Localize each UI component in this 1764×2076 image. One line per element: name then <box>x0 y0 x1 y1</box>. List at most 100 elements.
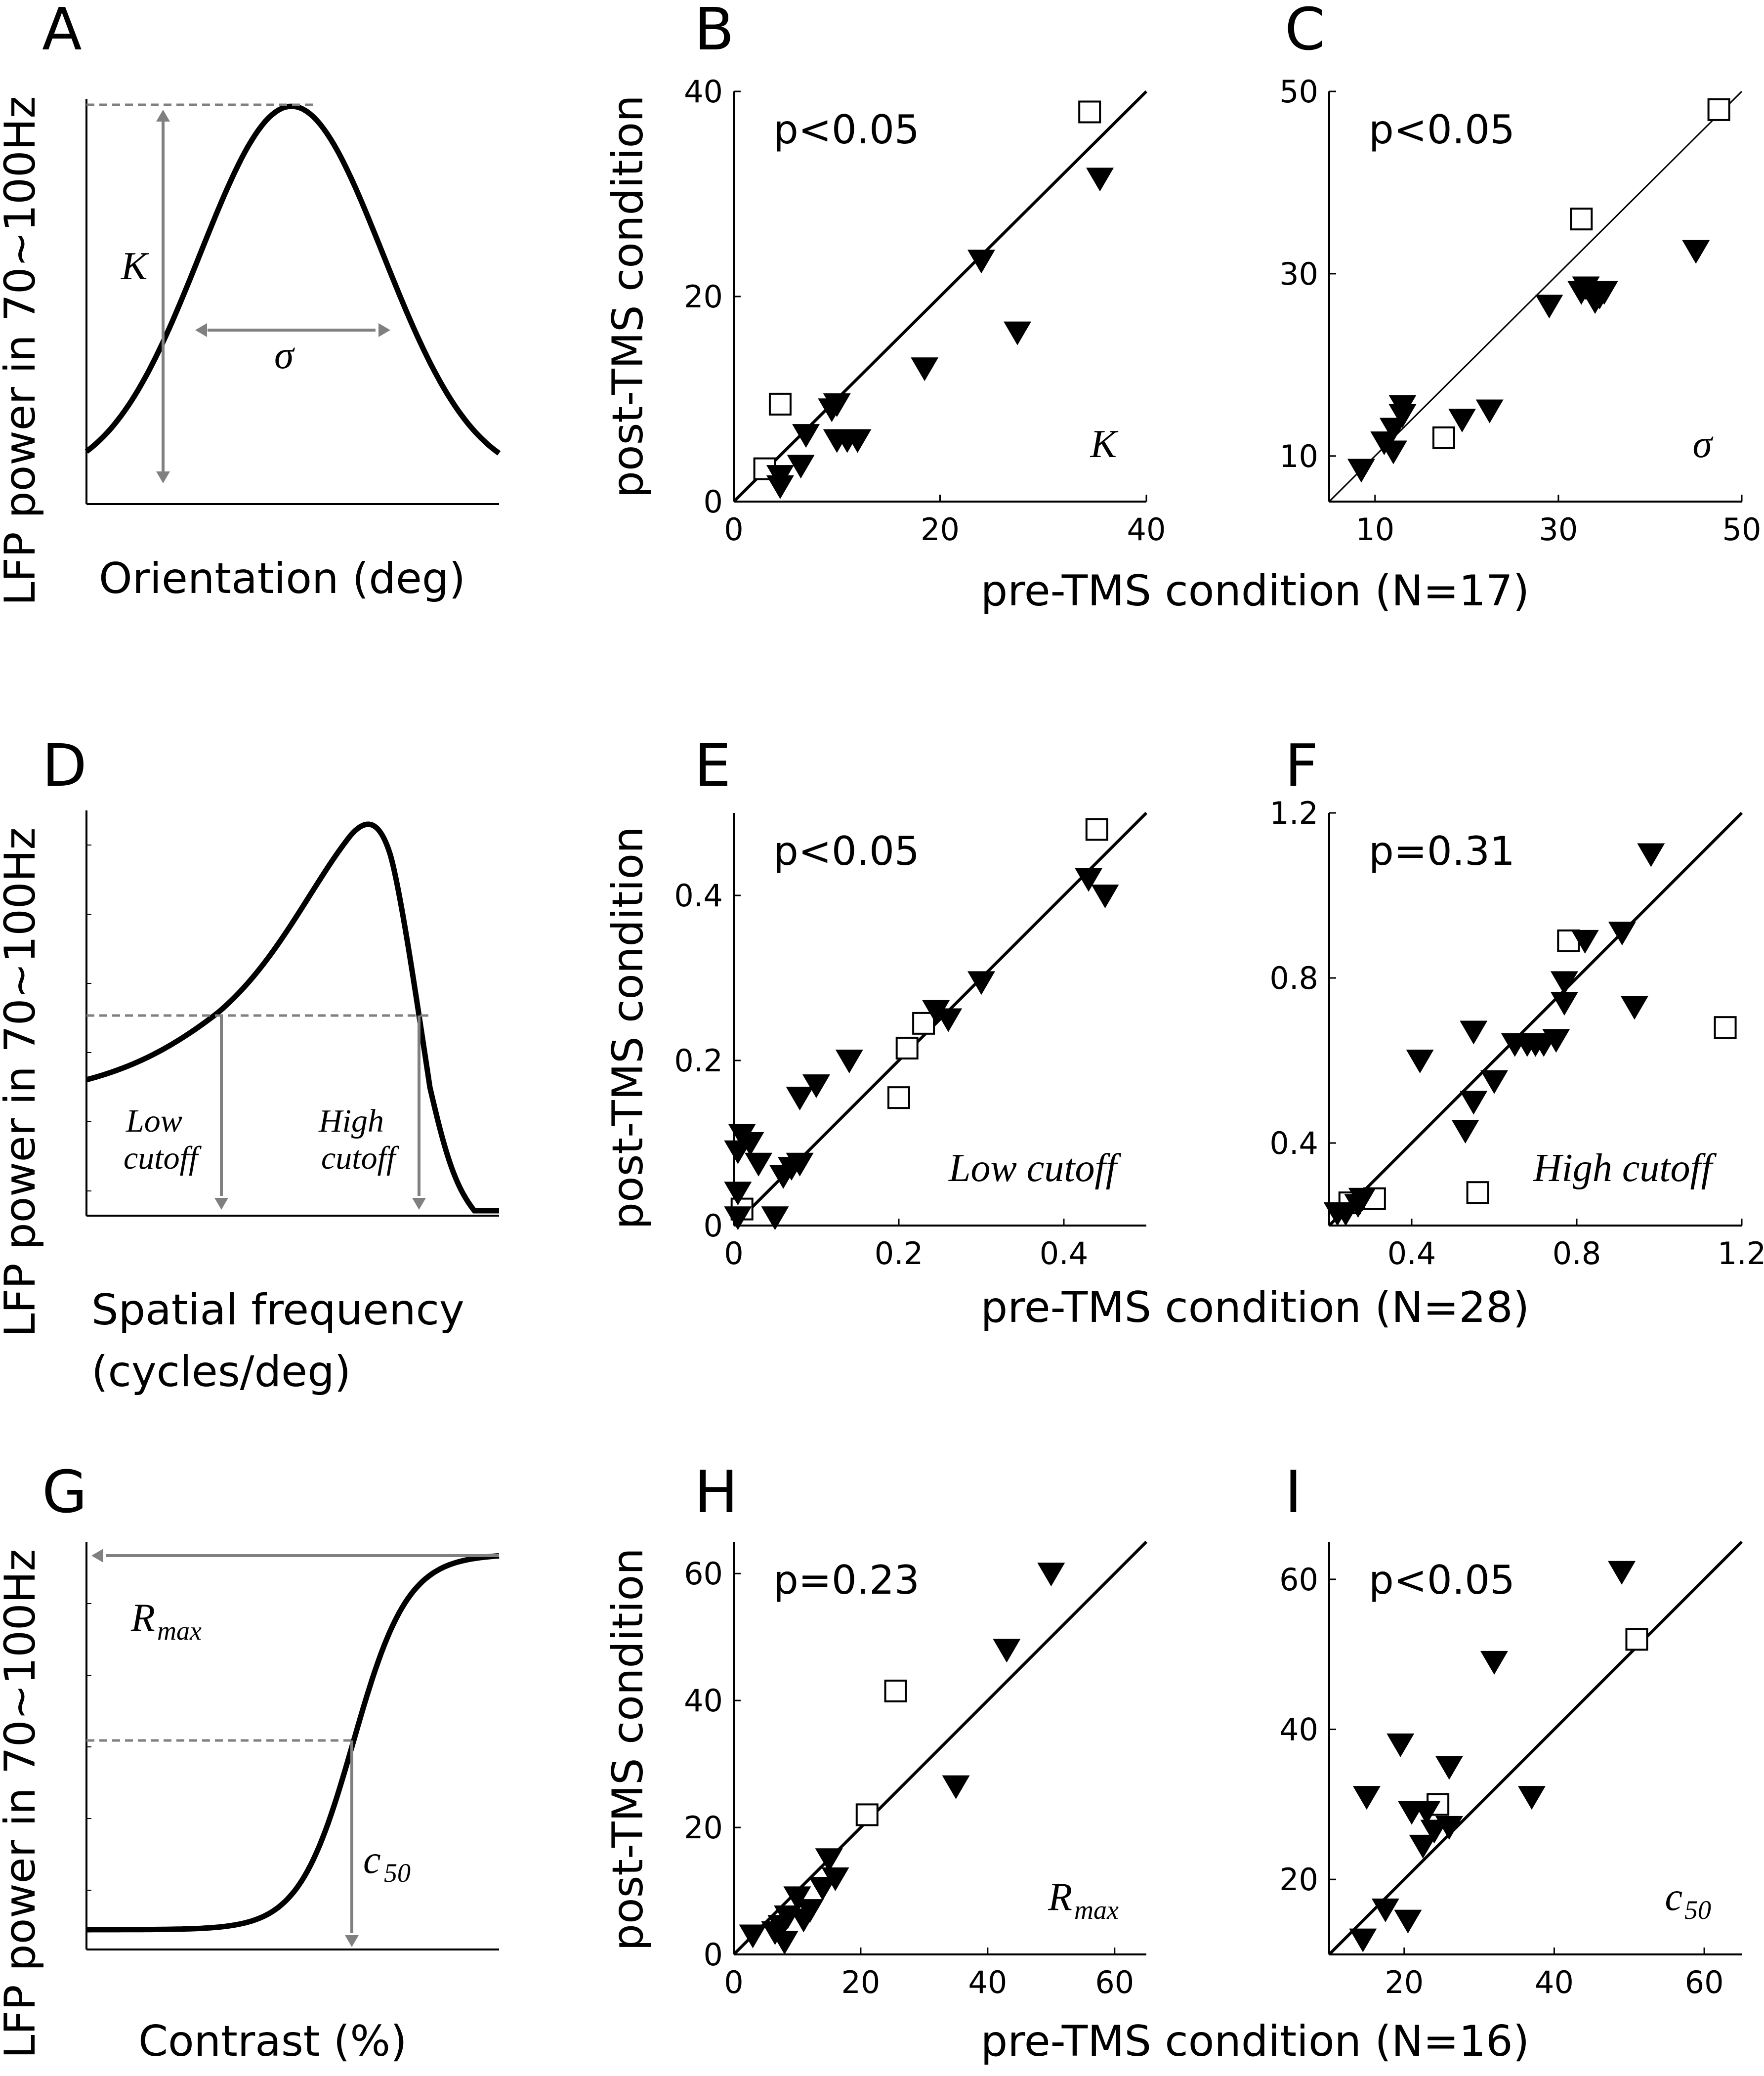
panel-I-xtick-label-1: 40 <box>1535 1964 1574 2000</box>
panel-C-ytick-label-2: 50 <box>1279 74 1318 110</box>
panel-I-triangle-point-11 <box>1371 1898 1399 1922</box>
panel-C-xtick-label-0: 10 <box>1355 511 1394 548</box>
panel-I-param-label-sub: 50 <box>1684 1895 1711 1925</box>
panel-H-ytick-label-1: 20 <box>684 1810 723 1846</box>
panel-I-triangle-point-9 <box>1435 1816 1463 1840</box>
row2-xlabel: pre-TMS condition (N=28) <box>981 1283 1530 1332</box>
panel-F-triangle-point-14 <box>1451 1119 1479 1144</box>
panel-H-ytick-label-0: 0 <box>704 1937 723 1973</box>
panel-label-C: C <box>1285 0 1325 63</box>
panel-label-F: F <box>1285 731 1318 800</box>
panel-E-triangle-point-11 <box>745 1152 773 1177</box>
panel-label-G: G <box>42 1458 87 1526</box>
panel-G-c50-arrow-head <box>345 1935 359 1947</box>
panel-G-c50-label-sub: 50 <box>384 1858 411 1888</box>
panel-C-triangle-point-7 <box>1475 399 1504 424</box>
panel-D-high-label-line1: High <box>318 1103 384 1139</box>
panel-H-ytick-label-2: 40 <box>684 1683 723 1719</box>
panel-B-triangle-point-6 <box>792 424 820 448</box>
panel-F-triangle-point-15 <box>1406 1050 1434 1073</box>
panel-E-triangle-point-4 <box>922 1000 950 1024</box>
left-ylabel-row3: LFP power in 70~100Hz <box>0 1549 45 2059</box>
panel-F-triangle-point-12 <box>1460 1020 1488 1045</box>
panel-A-K-arrow-up <box>156 110 170 122</box>
panel-F-square-point-1 <box>1714 1016 1737 1039</box>
panel-I-triangle-point-5 <box>1517 1786 1546 1810</box>
panel-E-triangle-point-9 <box>736 1132 764 1156</box>
middle-ylabel-row3: post-TMS condition <box>603 1548 653 1950</box>
panel-E-triangle-point-0 <box>1075 868 1103 892</box>
panel-E-triangle-point-15 <box>777 1157 805 1181</box>
panel-A-xlabel: Orientation (deg) <box>99 554 465 603</box>
panel-I-ytick-label-1: 40 <box>1279 1712 1318 1748</box>
panel-F-triangle-point-5 <box>1550 992 1578 1016</box>
panel-E-xtick-label-1: 0.2 <box>875 1235 924 1271</box>
panel-H-triangle-point-13 <box>739 1924 767 1949</box>
panel-I-triangle-point-0 <box>1608 1561 1636 1585</box>
left-ylabel-row2: LFP power in 70~100Hz <box>0 828 45 1337</box>
panel-D-xlabel-line2: (cycles/deg) <box>91 1347 351 1397</box>
panel-F-xtick-label-1: 0.8 <box>1553 1235 1601 1271</box>
panel-E-triangle-point-6 <box>802 1074 830 1099</box>
panel-A-K-label: K <box>121 245 149 288</box>
panel-I-triangle-point-2 <box>1386 1733 1415 1757</box>
panel-G-xlabel: Contrast (%) <box>138 2017 407 2066</box>
middle-ylabel-row1: post-TMS condition <box>603 95 653 498</box>
panel-B-square-point-1 <box>768 392 792 416</box>
panel-E-xtick-label-0: 0 <box>724 1235 743 1271</box>
panel-F-triangle-point-1 <box>1608 922 1636 946</box>
panel-F-triangle-point-13 <box>1460 1091 1488 1115</box>
panel-D-low-label-line2: cutoff <box>124 1140 202 1176</box>
panel-I-xtick-label-0: 20 <box>1385 1964 1424 2000</box>
row3-xlabel: pre-TMS condition (N=16) <box>981 2017 1530 2066</box>
panel-B-param-label: K <box>1090 423 1119 466</box>
panel-G-c50-label-main: c <box>363 1838 381 1882</box>
panel-H-triangle-point-7 <box>790 1908 818 1933</box>
panel-C-xtick-label-2: 50 <box>1722 511 1762 548</box>
panel-F-triangle-point-4 <box>1550 971 1578 995</box>
panel-H-triangle-point-2 <box>942 1775 970 1799</box>
panel-F-triangle-point-17 <box>1344 1194 1372 1218</box>
panel-label-E: E <box>694 731 731 800</box>
panel-E-triangle-point-1 <box>1091 885 1119 908</box>
panel-D-high-cutoff-arrow-head <box>412 1198 426 1210</box>
panel-E-square-point-0 <box>1085 818 1108 841</box>
panel-I-identity-line <box>1328 1540 1743 1956</box>
panel-A-sigma-arrow-left <box>195 323 207 337</box>
panel-F-ytick-label-0: 0.4 <box>1269 1125 1318 1161</box>
panel-I-square-point-0 <box>1625 1628 1648 1651</box>
panel-B-triangle-point-5 <box>818 398 846 423</box>
panel-F-triangle-point-19 <box>1323 1202 1351 1226</box>
panel-B-ytick-label-1: 20 <box>684 279 723 315</box>
panel-B-square-point-0 <box>1078 100 1101 124</box>
panel-B-pvalue: p<0.05 <box>773 107 920 153</box>
panel-E-ytick-label-0: 0 <box>704 1208 723 1244</box>
panel-E-triangle-point-16 <box>724 1206 752 1230</box>
panel-G-rmax-label-sub: max <box>157 1616 202 1646</box>
panel-H-triangle-point-8 <box>783 1886 811 1910</box>
panel-C-triangle-point-5 <box>1388 395 1417 419</box>
panel-I-triangle-point-3 <box>1352 1786 1381 1810</box>
panel-F-ytick-label-1: 0.8 <box>1269 960 1318 996</box>
panel-F-param-label: High cutoff <box>1533 1146 1717 1190</box>
panel-I-triangle-point-12 <box>1394 1909 1422 1934</box>
panel-H-xtick-label-3: 60 <box>1095 1964 1134 2000</box>
panel-A-K-arrow-down <box>156 471 170 483</box>
panel-D-xlabel-line1: Spatial frequency <box>91 1285 464 1335</box>
panel-E-triangle-point-7 <box>786 1087 814 1111</box>
panel-E-triangle-point-12 <box>724 1182 752 1206</box>
panel-I-param-label-main: c <box>1665 1875 1682 1919</box>
panel-B-triangle-point-0 <box>1086 168 1114 192</box>
panel-I-xtick-label-2: 60 <box>1685 1964 1724 2000</box>
panel-F-triangle-point-0 <box>1637 843 1665 867</box>
panel-B-xtick-label-0: 0 <box>724 511 743 548</box>
panel-B-triangle-point-2 <box>1004 321 1032 345</box>
panel-label-A: A <box>42 0 82 63</box>
panel-H-xtick-label-1: 20 <box>841 1964 880 2000</box>
panel-F-triangle-point-11 <box>1480 1070 1508 1094</box>
panel-C-param-label: σ <box>1693 423 1714 466</box>
panel-F-identity-line <box>1328 811 1743 1227</box>
panel-B-triangle-point-12 <box>843 429 872 453</box>
panel-I-triangle-point-4 <box>1435 1756 1463 1780</box>
